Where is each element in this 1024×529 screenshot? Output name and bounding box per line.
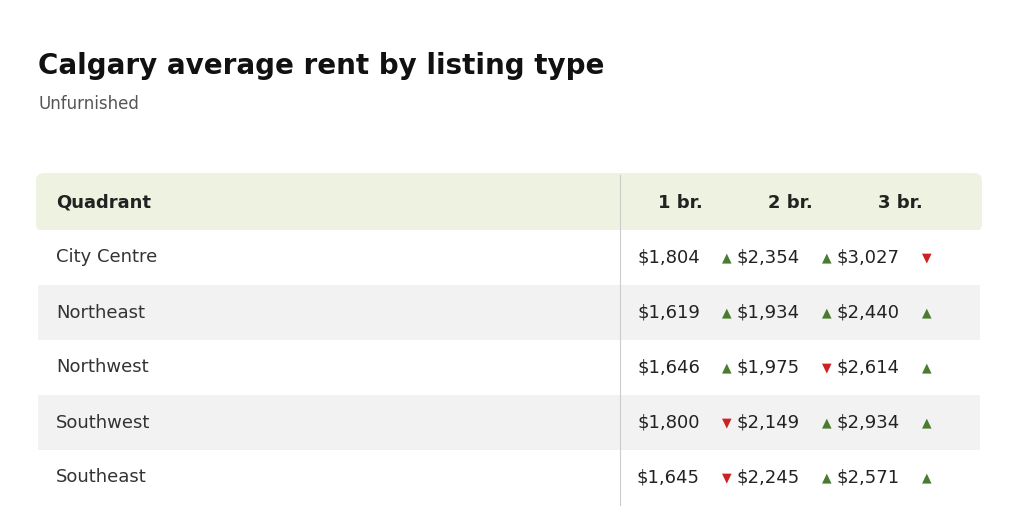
FancyBboxPatch shape bbox=[36, 173, 982, 232]
Text: $1,934: $1,934 bbox=[737, 304, 800, 322]
Text: $1,975: $1,975 bbox=[737, 359, 800, 377]
Text: ▲: ▲ bbox=[722, 306, 731, 319]
Text: Quadrant: Quadrant bbox=[56, 194, 151, 212]
Text: ▲: ▲ bbox=[922, 416, 932, 429]
Text: ▲: ▲ bbox=[822, 251, 831, 264]
Text: ▼: ▼ bbox=[822, 361, 831, 374]
Text: $2,571: $2,571 bbox=[837, 469, 900, 487]
Text: $1,804: $1,804 bbox=[637, 249, 700, 267]
Text: ▲: ▲ bbox=[822, 471, 831, 484]
Text: Southeast: Southeast bbox=[56, 469, 146, 487]
Text: ▼: ▼ bbox=[722, 416, 731, 429]
Text: ▼: ▼ bbox=[922, 251, 932, 264]
Text: City Centre: City Centre bbox=[56, 249, 158, 267]
Text: ▲: ▲ bbox=[922, 306, 932, 319]
Bar bbox=[38, 230, 980, 285]
Text: Northwest: Northwest bbox=[56, 359, 148, 377]
Text: $1,646: $1,646 bbox=[637, 359, 700, 377]
Text: 1 br.: 1 br. bbox=[657, 194, 702, 212]
Text: ▲: ▲ bbox=[722, 361, 731, 374]
Text: $2,149: $2,149 bbox=[737, 414, 800, 432]
Text: $1,645: $1,645 bbox=[637, 469, 700, 487]
Text: $2,354: $2,354 bbox=[736, 249, 800, 267]
Text: ▲: ▲ bbox=[722, 251, 731, 264]
Text: ▲: ▲ bbox=[822, 416, 831, 429]
Text: Northeast: Northeast bbox=[56, 304, 145, 322]
Text: 2 br.: 2 br. bbox=[768, 194, 812, 212]
Text: ▼: ▼ bbox=[722, 471, 731, 484]
Bar bbox=[38, 450, 980, 505]
Bar bbox=[38, 340, 980, 395]
Text: $2,245: $2,245 bbox=[736, 469, 800, 487]
Bar bbox=[38, 395, 980, 450]
Text: 3 br.: 3 br. bbox=[878, 194, 923, 212]
Text: ▲: ▲ bbox=[922, 361, 932, 374]
Text: $1,800: $1,800 bbox=[638, 414, 700, 432]
Text: Unfurnished: Unfurnished bbox=[38, 95, 139, 113]
Text: ▲: ▲ bbox=[822, 306, 831, 319]
Text: $2,934: $2,934 bbox=[837, 414, 900, 432]
Text: Calgary average rent by listing type: Calgary average rent by listing type bbox=[38, 52, 604, 80]
Text: $2,440: $2,440 bbox=[837, 304, 900, 322]
Bar bbox=[38, 285, 980, 340]
Text: $3,027: $3,027 bbox=[837, 249, 900, 267]
Text: $2,614: $2,614 bbox=[837, 359, 900, 377]
Text: $1,619: $1,619 bbox=[637, 304, 700, 322]
Text: ▲: ▲ bbox=[922, 471, 932, 484]
Text: Southwest: Southwest bbox=[56, 414, 151, 432]
